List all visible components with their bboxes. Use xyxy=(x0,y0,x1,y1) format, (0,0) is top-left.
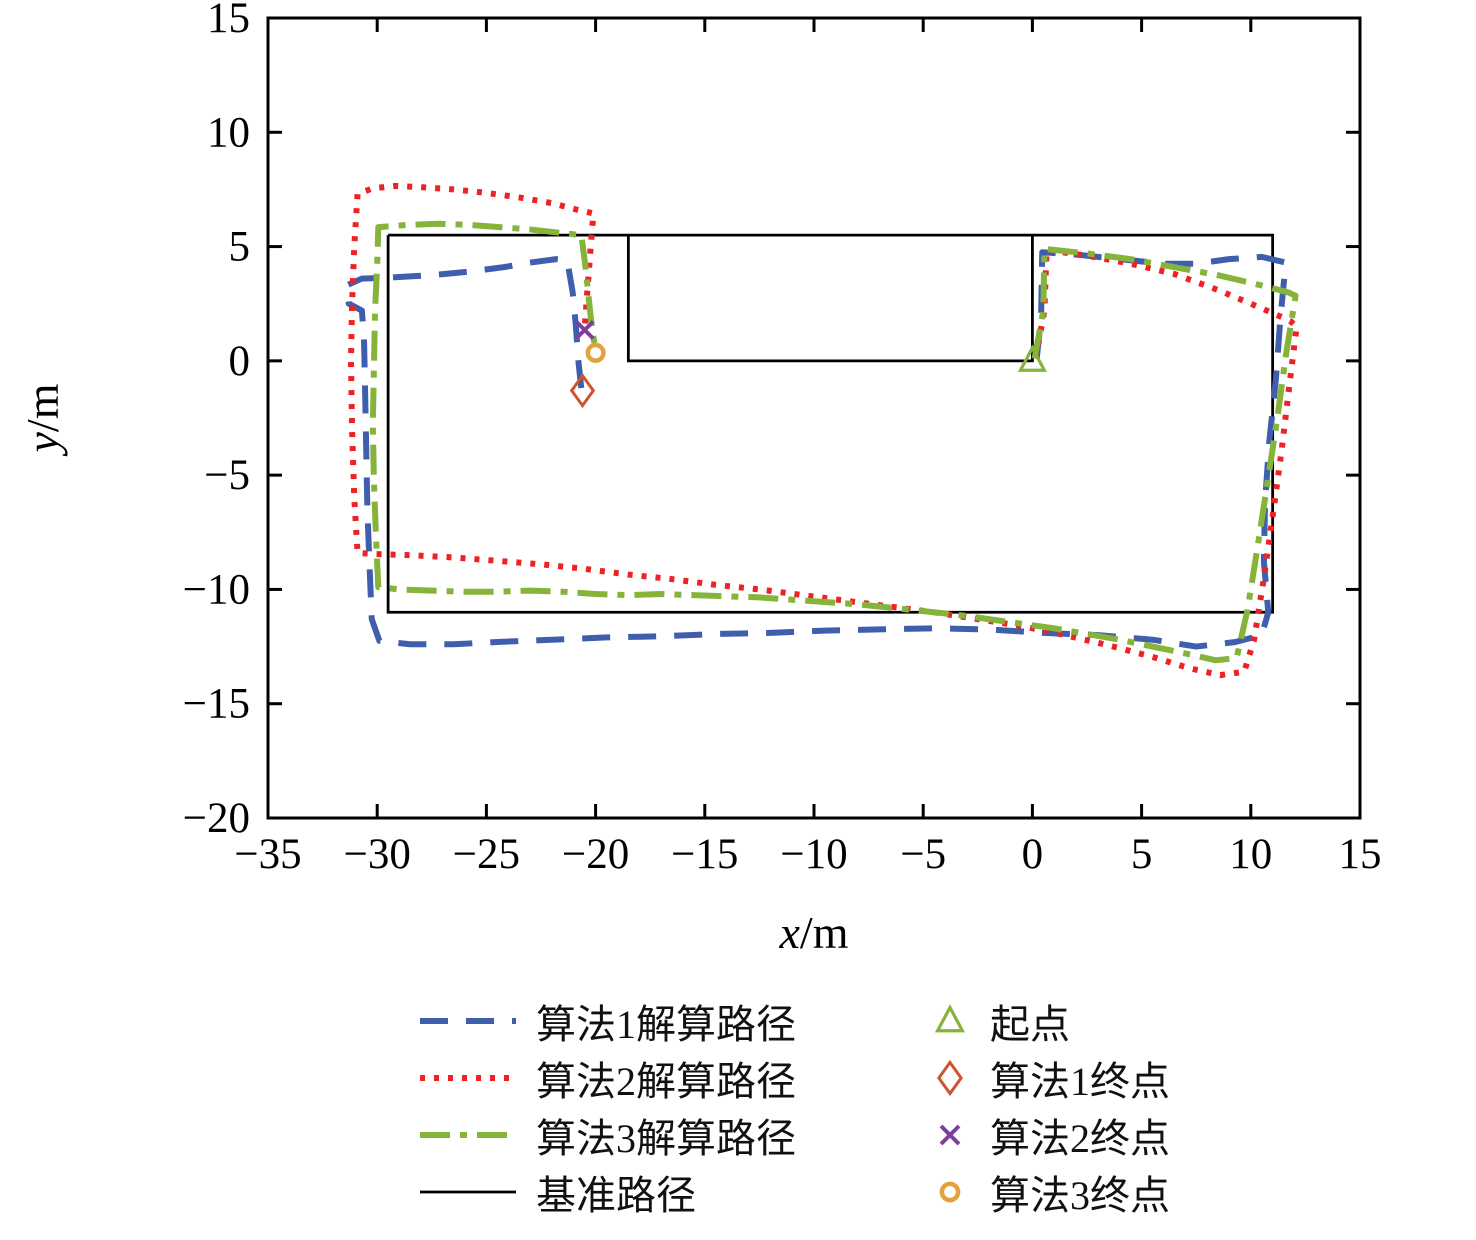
reference-path-segment xyxy=(386,233,1275,614)
y-axis-label: y/m xyxy=(17,383,68,456)
trajectory-plot: −35 −30 −25 −20 −15 −10 −5 0 5 10 15 15 10 5 0 −5 −10 −15… xyxy=(17,0,1382,958)
diamond-shape xyxy=(569,373,596,409)
legend-entry-alg3-end: 算法3终点 xyxy=(928,1163,1170,1220)
legend-label-alg2-end: 算法2终点 xyxy=(990,1115,1170,1161)
legend-label-alg1-end: 算法1终点 xyxy=(990,1058,1170,1104)
y-axis-tick-label: −5 xyxy=(204,452,250,499)
x-shape xyxy=(574,320,595,340)
legend-label-alg1-path: 算法1解算路径 xyxy=(536,1001,796,1047)
y-axis-tick-label: 5 xyxy=(229,224,251,271)
plot-frame xyxy=(266,16,1362,820)
legend-label-alg3-path: 算法3解算路径 xyxy=(536,1115,796,1161)
x-axis-tick-label: −20 xyxy=(562,831,629,878)
x-axis-tick-label: −10 xyxy=(780,831,847,878)
trajectory-series-2 xyxy=(347,183,1300,679)
trajectory-series-1 xyxy=(343,249,1289,650)
y-axis-tick-label: 0 xyxy=(229,338,251,385)
x-axis-tick-label: −30 xyxy=(344,831,411,878)
legend-label-start-point: 起点 xyxy=(990,1001,1070,1047)
legend-line-sample-alg2 xyxy=(420,1074,516,1081)
y-axis-tick-label: −20 xyxy=(183,795,250,842)
x-axis-tick-label: −25 xyxy=(453,831,520,878)
legend-entry-alg1-end: 算法1终点 xyxy=(928,1049,1170,1106)
alg1-end-point-marker xyxy=(569,373,596,409)
alg3-end-point-marker xyxy=(585,342,606,363)
diamond-shape xyxy=(936,1059,964,1096)
alg1-end-diamond-icon xyxy=(936,1059,964,1096)
legend-line-sample-reference xyxy=(420,1190,516,1193)
legend-entry-alg3-path: 算法3解算路径 xyxy=(418,1106,796,1163)
y-axis-tick-label: 15 xyxy=(207,0,250,42)
x-legend-shape xyxy=(939,1124,961,1145)
legend-entry-alg2-end: 算法2终点 xyxy=(928,1106,1170,1163)
triangle-legend-shape xyxy=(934,1003,966,1032)
circle-shape xyxy=(939,1181,961,1202)
circle-legend-shape xyxy=(939,1181,961,1202)
start-point-triangle-icon xyxy=(934,1003,966,1032)
alg2-end-point-marker xyxy=(574,320,595,340)
y-axis-tick-label: −15 xyxy=(183,681,250,728)
legend-entry-start-point: 起点 xyxy=(928,992,1170,1049)
x-axis-tick-label: 10 xyxy=(1229,831,1272,878)
x-axis-tick-label: −35 xyxy=(234,831,301,878)
circle-shape xyxy=(585,342,606,363)
start-point-marker xyxy=(1017,344,1048,372)
legend-label-alg3-end: 算法3终点 xyxy=(990,1172,1170,1218)
x-axis-tick-label: −15 xyxy=(671,831,738,878)
legend-left-column: 算法1解算路径 算法2解算路径 算法3解算路径 基准路径 xyxy=(418,992,796,1220)
diamond-legend-shape xyxy=(936,1059,964,1096)
legend-entry-alg2-path: 算法2解算路径 xyxy=(418,1049,796,1106)
x-axis-tick-label: −5 xyxy=(900,831,946,878)
legend-entry-alg1-path: 算法1解算路径 xyxy=(418,992,796,1049)
alg3-end-circle-icon xyxy=(939,1181,961,1202)
legend-label-reference-path: 基准路径 xyxy=(536,1172,696,1218)
x-axis-label: x/m xyxy=(779,907,849,958)
legend-line-sample-alg3 xyxy=(420,1131,516,1138)
y-axis-tick-label: 10 xyxy=(207,109,250,156)
alg2-end-x-icon xyxy=(939,1124,961,1145)
legend-line-sample-alg1 xyxy=(420,1017,516,1024)
triangle-shape xyxy=(1017,344,1048,372)
legend-label-alg2-path: 算法2解算路径 xyxy=(536,1058,796,1104)
legend-entry-reference-path: 基准路径 xyxy=(418,1163,796,1220)
x-axis-tick-label: 0 xyxy=(1022,831,1044,878)
x-axis-tick-label: 5 xyxy=(1131,831,1153,878)
triangle-shape xyxy=(934,1003,966,1032)
x-axis-tick-label: 15 xyxy=(1339,831,1382,878)
x-shape xyxy=(939,1124,961,1145)
legend-right-column: 起点 算法1终点 算法2终点 算法3终点 xyxy=(928,992,1170,1220)
reference-path-segment xyxy=(626,235,1034,363)
trajectory-series-3 xyxy=(369,220,1299,664)
y-axis-tick-label: −10 xyxy=(183,566,250,613)
